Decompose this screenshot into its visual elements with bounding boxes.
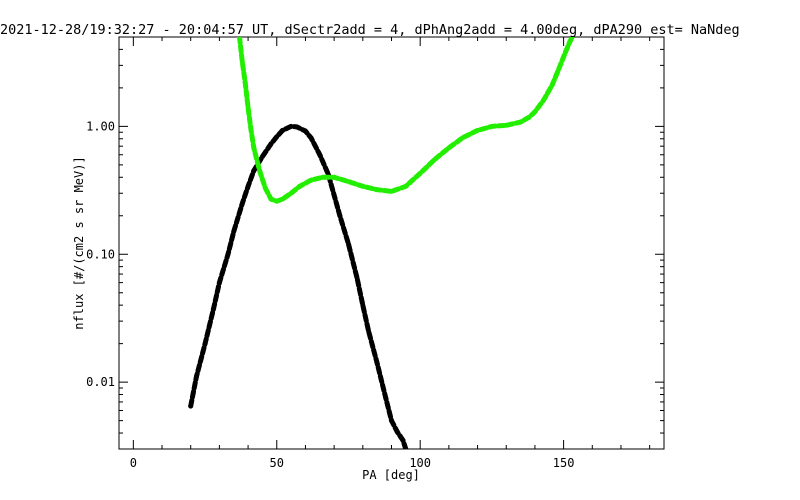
data-point <box>389 418 394 423</box>
data-point <box>260 154 265 160</box>
data-point <box>360 302 366 308</box>
data-point <box>346 179 351 185</box>
data-point <box>245 183 251 189</box>
data-point <box>288 124 294 129</box>
data-point <box>403 446 409 449</box>
x-tick-label: 50 <box>270 456 284 470</box>
x-tick-label: 100 <box>409 456 431 470</box>
data-point <box>432 157 437 163</box>
data-point <box>268 141 274 147</box>
y-axis-label: nflux [#/(cm2 s sr MeV)] <box>72 156 86 329</box>
data-point <box>446 145 452 151</box>
data-point <box>274 134 280 140</box>
data-point <box>383 395 389 401</box>
series-1 <box>237 37 575 204</box>
data-point <box>549 82 555 88</box>
data-point <box>237 37 242 40</box>
data-point <box>518 119 523 125</box>
data-point <box>268 196 274 202</box>
data-point <box>360 183 366 189</box>
data-point <box>541 97 546 103</box>
data-point <box>400 438 406 443</box>
axis-ticks <box>119 36 664 450</box>
data-point <box>403 183 409 189</box>
x-axis-label: PA [deg] <box>362 468 420 482</box>
data-point <box>225 251 231 257</box>
data-point <box>251 145 257 151</box>
data-point <box>569 37 575 40</box>
data-point <box>245 105 251 111</box>
data-point <box>297 183 303 189</box>
series-layer <box>188 37 575 449</box>
data-point <box>188 403 194 409</box>
data-point <box>202 341 208 346</box>
data-point <box>331 174 337 180</box>
data-point <box>337 213 343 219</box>
data-point <box>566 40 572 46</box>
data-point <box>262 185 268 191</box>
data-point <box>242 80 248 85</box>
data-point <box>239 201 245 206</box>
data-point <box>280 196 285 202</box>
data-point <box>394 429 400 435</box>
chart-title: 2021-12-28/19:32:27 - 20:04:57 UT, dSect… <box>0 22 740 38</box>
data-point <box>194 374 199 380</box>
y-tick-label: 0.10 <box>86 247 115 261</box>
data-point <box>294 124 300 130</box>
data-point <box>274 198 280 204</box>
data-point <box>303 128 308 134</box>
series-0 <box>188 123 409 449</box>
data-point <box>320 174 326 180</box>
y-tick-label: 0.01 <box>86 375 115 389</box>
data-point <box>374 361 380 366</box>
data-point <box>308 135 314 141</box>
x-tick-label: 0 <box>130 456 137 470</box>
data-point <box>503 122 509 128</box>
data-point <box>354 275 360 281</box>
series-line-1 <box>237 37 575 204</box>
data-point <box>211 305 217 311</box>
data-point <box>475 127 480 133</box>
data-point <box>460 135 466 140</box>
data-point <box>288 190 294 196</box>
y-tick-label: 1.00 <box>86 119 115 133</box>
data-point <box>239 59 245 65</box>
data-point <box>561 54 566 60</box>
data-point <box>489 124 495 129</box>
data-point <box>346 241 351 247</box>
data-point <box>257 168 262 174</box>
data-point <box>366 328 371 334</box>
data-point <box>280 127 285 133</box>
series-line-0 <box>188 123 409 449</box>
data-point <box>526 114 532 120</box>
data-point <box>374 187 380 193</box>
data-point <box>251 168 257 174</box>
data-point <box>317 152 323 158</box>
data-point <box>231 229 237 235</box>
plot-frame <box>118 36 665 450</box>
data-point <box>417 170 423 176</box>
data-point <box>308 177 314 183</box>
data-point <box>217 280 222 285</box>
data-point <box>555 68 561 74</box>
x-tick-label: 150 <box>553 456 575 470</box>
axis-tick-labels: 0 50 100 150 0.01 0.10 1.00 <box>86 119 574 470</box>
data-point <box>532 109 538 115</box>
data-point <box>248 126 254 132</box>
data-point <box>389 189 394 194</box>
data-point <box>331 192 337 198</box>
